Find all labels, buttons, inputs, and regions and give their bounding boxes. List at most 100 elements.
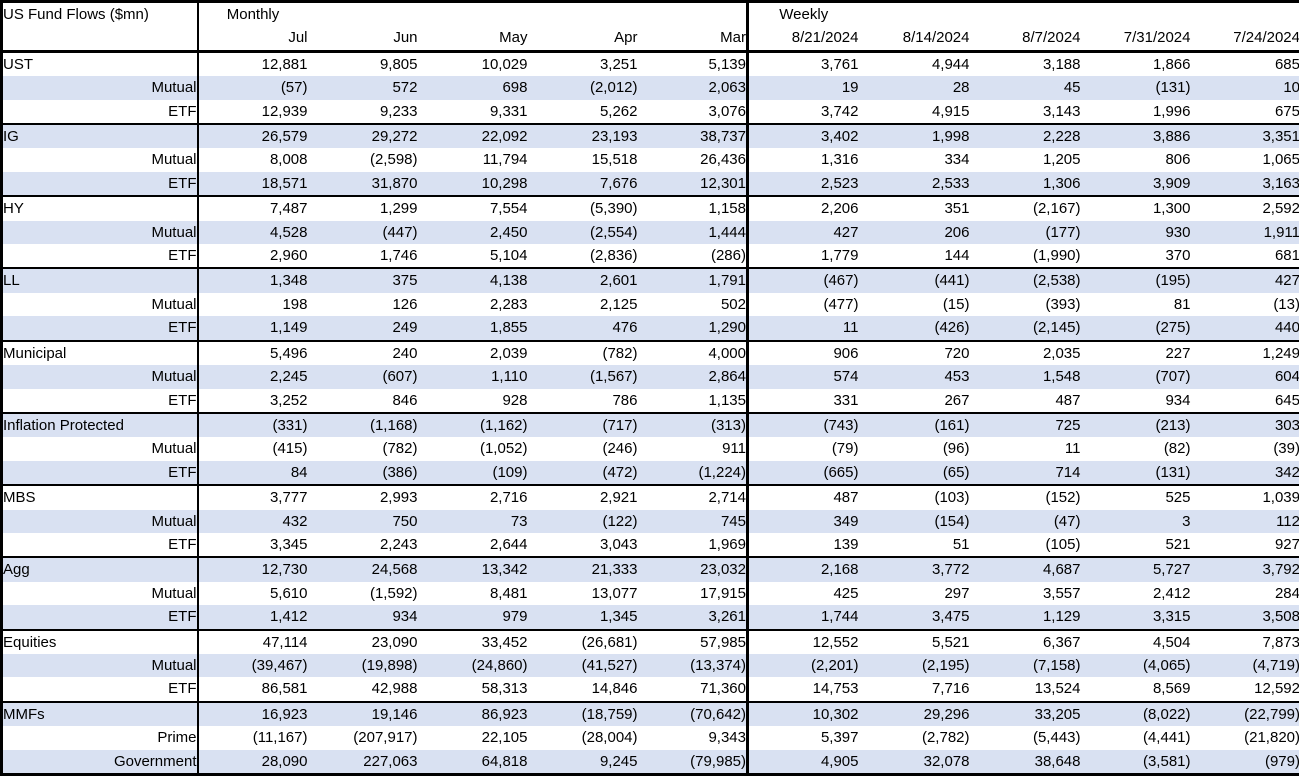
value-cell: 3,351 <box>1190 123 1299 149</box>
header-spacer <box>970 2 1081 27</box>
value-cell: (2,782) <box>921 729 970 747</box>
value-cell: 806 <box>1165 151 1191 169</box>
value-cell: (415) <box>272 440 308 458</box>
value-cell: 9,245 <box>527 749 638 775</box>
value-cell: 427 <box>747 220 859 245</box>
value-cell: 249 <box>307 316 418 341</box>
value-cell: (386) <box>307 460 418 486</box>
value-cell: (707) <box>1080 365 1191 389</box>
row-label: Mutual <box>1 76 199 100</box>
value-cell: (79) <box>831 440 859 458</box>
value-cell: 13,524 <box>1034 680 1081 698</box>
table-row: ETF 2,960 1,746 5,104 (2,836) (286) 1,779 144 (1… <box>1 244 1299 269</box>
value-cell: 5,104 <box>489 247 528 265</box>
value-cell: (782) <box>527 339 638 366</box>
value-cell: 38,648 <box>969 749 1081 775</box>
value-cell: (331) <box>197 411 308 438</box>
section-row: IG 26,579 29,272 22,092 23,193 38,737 3,402 1,9… <box>1 123 1299 149</box>
value-cell: 29,296 <box>858 700 970 727</box>
value-cell: 1,205 <box>1042 151 1081 169</box>
value-cell: (79,985) <box>637 749 749 775</box>
table-row: ETF 1,412 934 979 1,345 3,261 1,744 3,475 1,129 3… <box>1 605 1299 630</box>
value-cell: 1,779 <box>820 247 859 265</box>
value-cell: (122) <box>527 509 638 533</box>
section-label: MMFs <box>1 700 199 727</box>
value-cell: 1,791 <box>637 267 749 293</box>
value-cell: (7,158) <box>969 653 1081 678</box>
value-cell: 10,298 <box>417 171 528 197</box>
value-cell: 1,746 <box>379 247 418 265</box>
table-row: ETF 84 (386) (109) (472) (1,224) (665) (65) 714(… <box>1 460 1299 486</box>
value-cell: 1,969 <box>637 532 749 558</box>
value-cell: 5,139 <box>637 50 749 77</box>
value-cell: 47,114 <box>197 628 308 654</box>
value-cell: (131) <box>1080 76 1191 100</box>
value-cell: 10 <box>1190 76 1299 100</box>
value-cell: (26,681) <box>527 628 638 654</box>
value-cell: 28,090 <box>197 749 308 775</box>
value-cell: 284 <box>1274 584 1299 602</box>
value-cell: 5,397 <box>820 729 859 747</box>
value-cell: 26,579 <box>197 123 308 149</box>
value-cell: (13,374) <box>637 653 749 678</box>
section-row: Agg 12,730 24,568 13,342 21,333 23,032 2,168 3,… <box>1 556 1299 582</box>
value-cell: (1,990) <box>1032 247 1081 265</box>
row-label: ETF <box>1 532 199 558</box>
value-cell: (2,012) <box>527 76 638 100</box>
value-cell: 139 <box>833 535 859 553</box>
value-cell: 1,129 <box>969 605 1081 630</box>
value-cell: 2,960 <box>269 247 308 265</box>
value-cell: 745 <box>637 509 749 533</box>
column-header-may: May <box>417 26 528 53</box>
section-row: HY 7,487 1,299 7,554 (5,390) 1,158 2,206 351 (2,… <box>1 195 1299 221</box>
value-cell: 2,592 <box>1190 195 1299 221</box>
value-cell: 5,727 <box>1080 556 1191 582</box>
section-row: UST 12,881 9,805 10,029 3,251 5,139 3,761 4,944… <box>1 50 1299 77</box>
value-cell: 2,450 <box>417 220 528 245</box>
value-cell: (82) <box>1163 440 1191 458</box>
value-cell: (103) <box>858 484 970 510</box>
value-cell: 3,076 <box>637 99 749 125</box>
value-cell: 86,923 <box>417 700 528 727</box>
value-cell: (426) <box>858 316 970 341</box>
value-cell: 9,331 <box>489 102 528 120</box>
value-cell: 3,143 <box>1042 102 1081 120</box>
table-row: Mutual 8,008 (2,598) 11,794 15,518 26,436 1,31… <box>1 148 1299 172</box>
header-spacer <box>1 26 199 53</box>
value-cell: 8,569 <box>1152 680 1191 698</box>
header-spacer <box>418 2 528 27</box>
value-cell: (1,162) <box>417 411 528 438</box>
table-row: Mutual 5,610 (1,592) 8,481 13,077 17,915 425 29… <box>1 581 1299 606</box>
value-cell: (2,167) <box>969 195 1081 221</box>
value-cell: 3,251 <box>527 50 638 77</box>
value-cell: (161) <box>858 411 970 438</box>
table-row: Mutual 198 126 2,283 2,125 502 (477) (15) (393) 8… <box>1 292 1299 317</box>
section-label: IG <box>1 123 199 149</box>
value-cell: 126 <box>392 295 418 313</box>
section-label: LL <box>1 267 199 293</box>
value-cell: 17,915 <box>637 581 749 606</box>
value-cell: 911 <box>637 437 749 461</box>
monthly-group-label: Monthly <box>226 6 280 23</box>
table-row: Mutual 2,245 (607) 1,110 (1,567) 2,864 574 453 1… <box>1 365 1299 389</box>
value-cell: 1,866 <box>1080 50 1191 77</box>
value-cell: 3,742 <box>820 102 859 120</box>
section-label: Inflation Protected <box>1 411 199 438</box>
value-cell: 16,923 <box>197 700 308 727</box>
value-cell: 5,610 <box>269 584 308 602</box>
value-cell: 1,548 <box>969 365 1081 389</box>
value-cell: (2,598) <box>369 151 418 169</box>
value-cell: (979) <box>1190 749 1299 775</box>
value-cell: 1,911 <box>1190 220 1299 245</box>
value-cell: 928 <box>502 391 528 409</box>
value-cell: 1,149 <box>197 316 308 341</box>
value-cell: 4,944 <box>858 50 970 77</box>
value-cell: 1,249 <box>1190 339 1299 366</box>
value-cell: 19 <box>747 76 859 100</box>
value-cell: 7,873 <box>1190 628 1299 654</box>
value-cell: (4,719) <box>1190 653 1299 678</box>
value-cell: 7,676 <box>527 171 638 197</box>
value-cell: 645 <box>1274 391 1299 409</box>
value-cell: 1,290 <box>637 316 749 341</box>
row-label: ETF <box>1 244 199 269</box>
